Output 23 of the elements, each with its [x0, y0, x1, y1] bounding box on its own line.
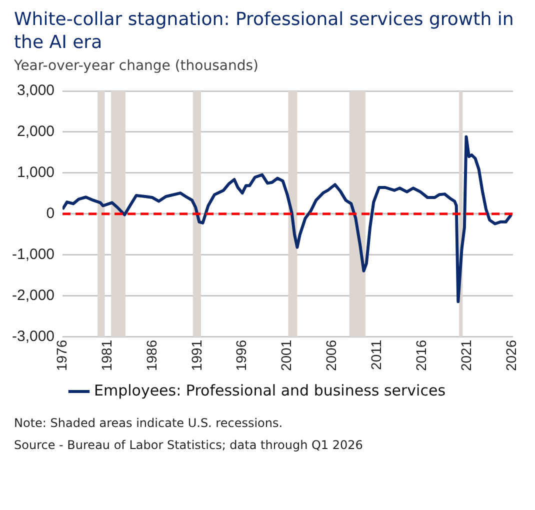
y-tick-label: 3,000: [16, 82, 55, 100]
source-note: Source - Bureau of Labor Statistics; data through Q1 2026: [14, 437, 364, 453]
x-tick-label: 2001: [278, 340, 294, 372]
x-tick-label: 1991: [188, 340, 204, 372]
x-tick-label: 1996: [233, 340, 250, 372]
y-tick-label: -1,000: [12, 246, 55, 264]
x-tick-label: 1986: [143, 340, 160, 372]
x-tick-label: 2026: [502, 340, 519, 372]
x-tick-label: 1976: [53, 340, 70, 372]
x-tick-label: 2016: [413, 340, 430, 372]
chart-title: White-collar stagnation: Professional services growth in the AI era: [13, 8, 515, 54]
y-tick-label: -3,000: [12, 328, 55, 345]
x-tick-label: 1981: [98, 340, 114, 372]
y-axis-title: Year-over-year change (thousands): [13, 57, 260, 74]
text: Note: Shaded areas indicate U.S. recessions.: [14, 415, 284, 431]
x-tick-label: 2011: [368, 340, 384, 370]
legend-label: Employees: Professional and business services: [94, 381, 446, 400]
x-tick-label: 2006: [323, 340, 340, 372]
y-tick-label: 0: [46, 205, 55, 222]
y-tick-label: 1,000: [16, 164, 55, 182]
y-tick-label: -2,000: [12, 287, 55, 304]
y-tick-label: 2,000: [16, 123, 55, 140]
x-tick-label: 2021: [458, 340, 474, 372]
